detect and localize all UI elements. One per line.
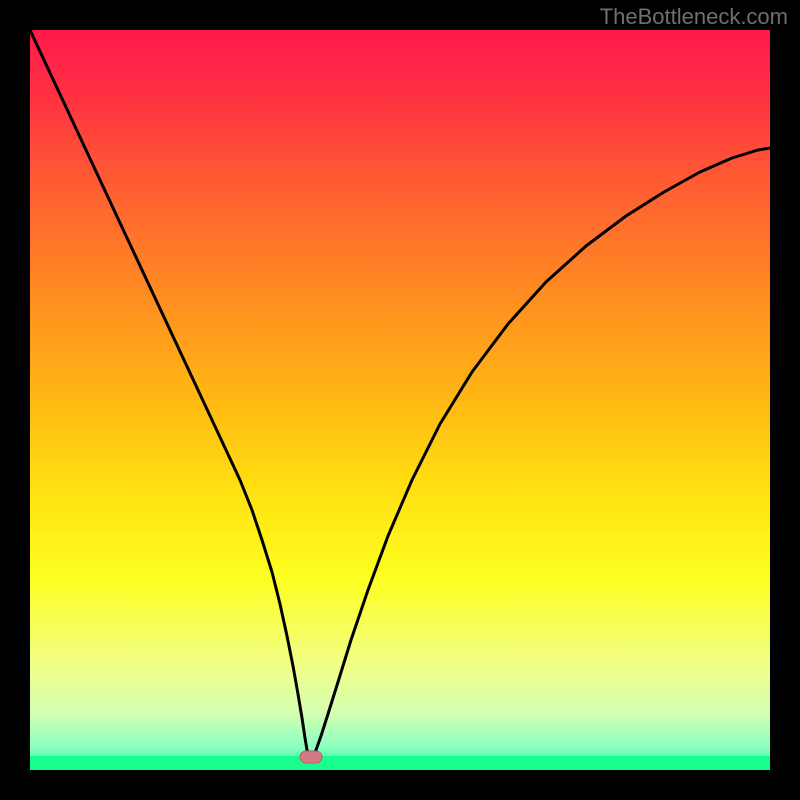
bottleneck-chart	[0, 0, 800, 800]
chart-stage: TheBottleneck.com	[0, 0, 800, 800]
bottom-green-band	[30, 756, 770, 770]
plot-background	[30, 30, 770, 770]
minimum-marker	[300, 751, 322, 763]
watermark-text: TheBottleneck.com	[600, 4, 788, 30]
